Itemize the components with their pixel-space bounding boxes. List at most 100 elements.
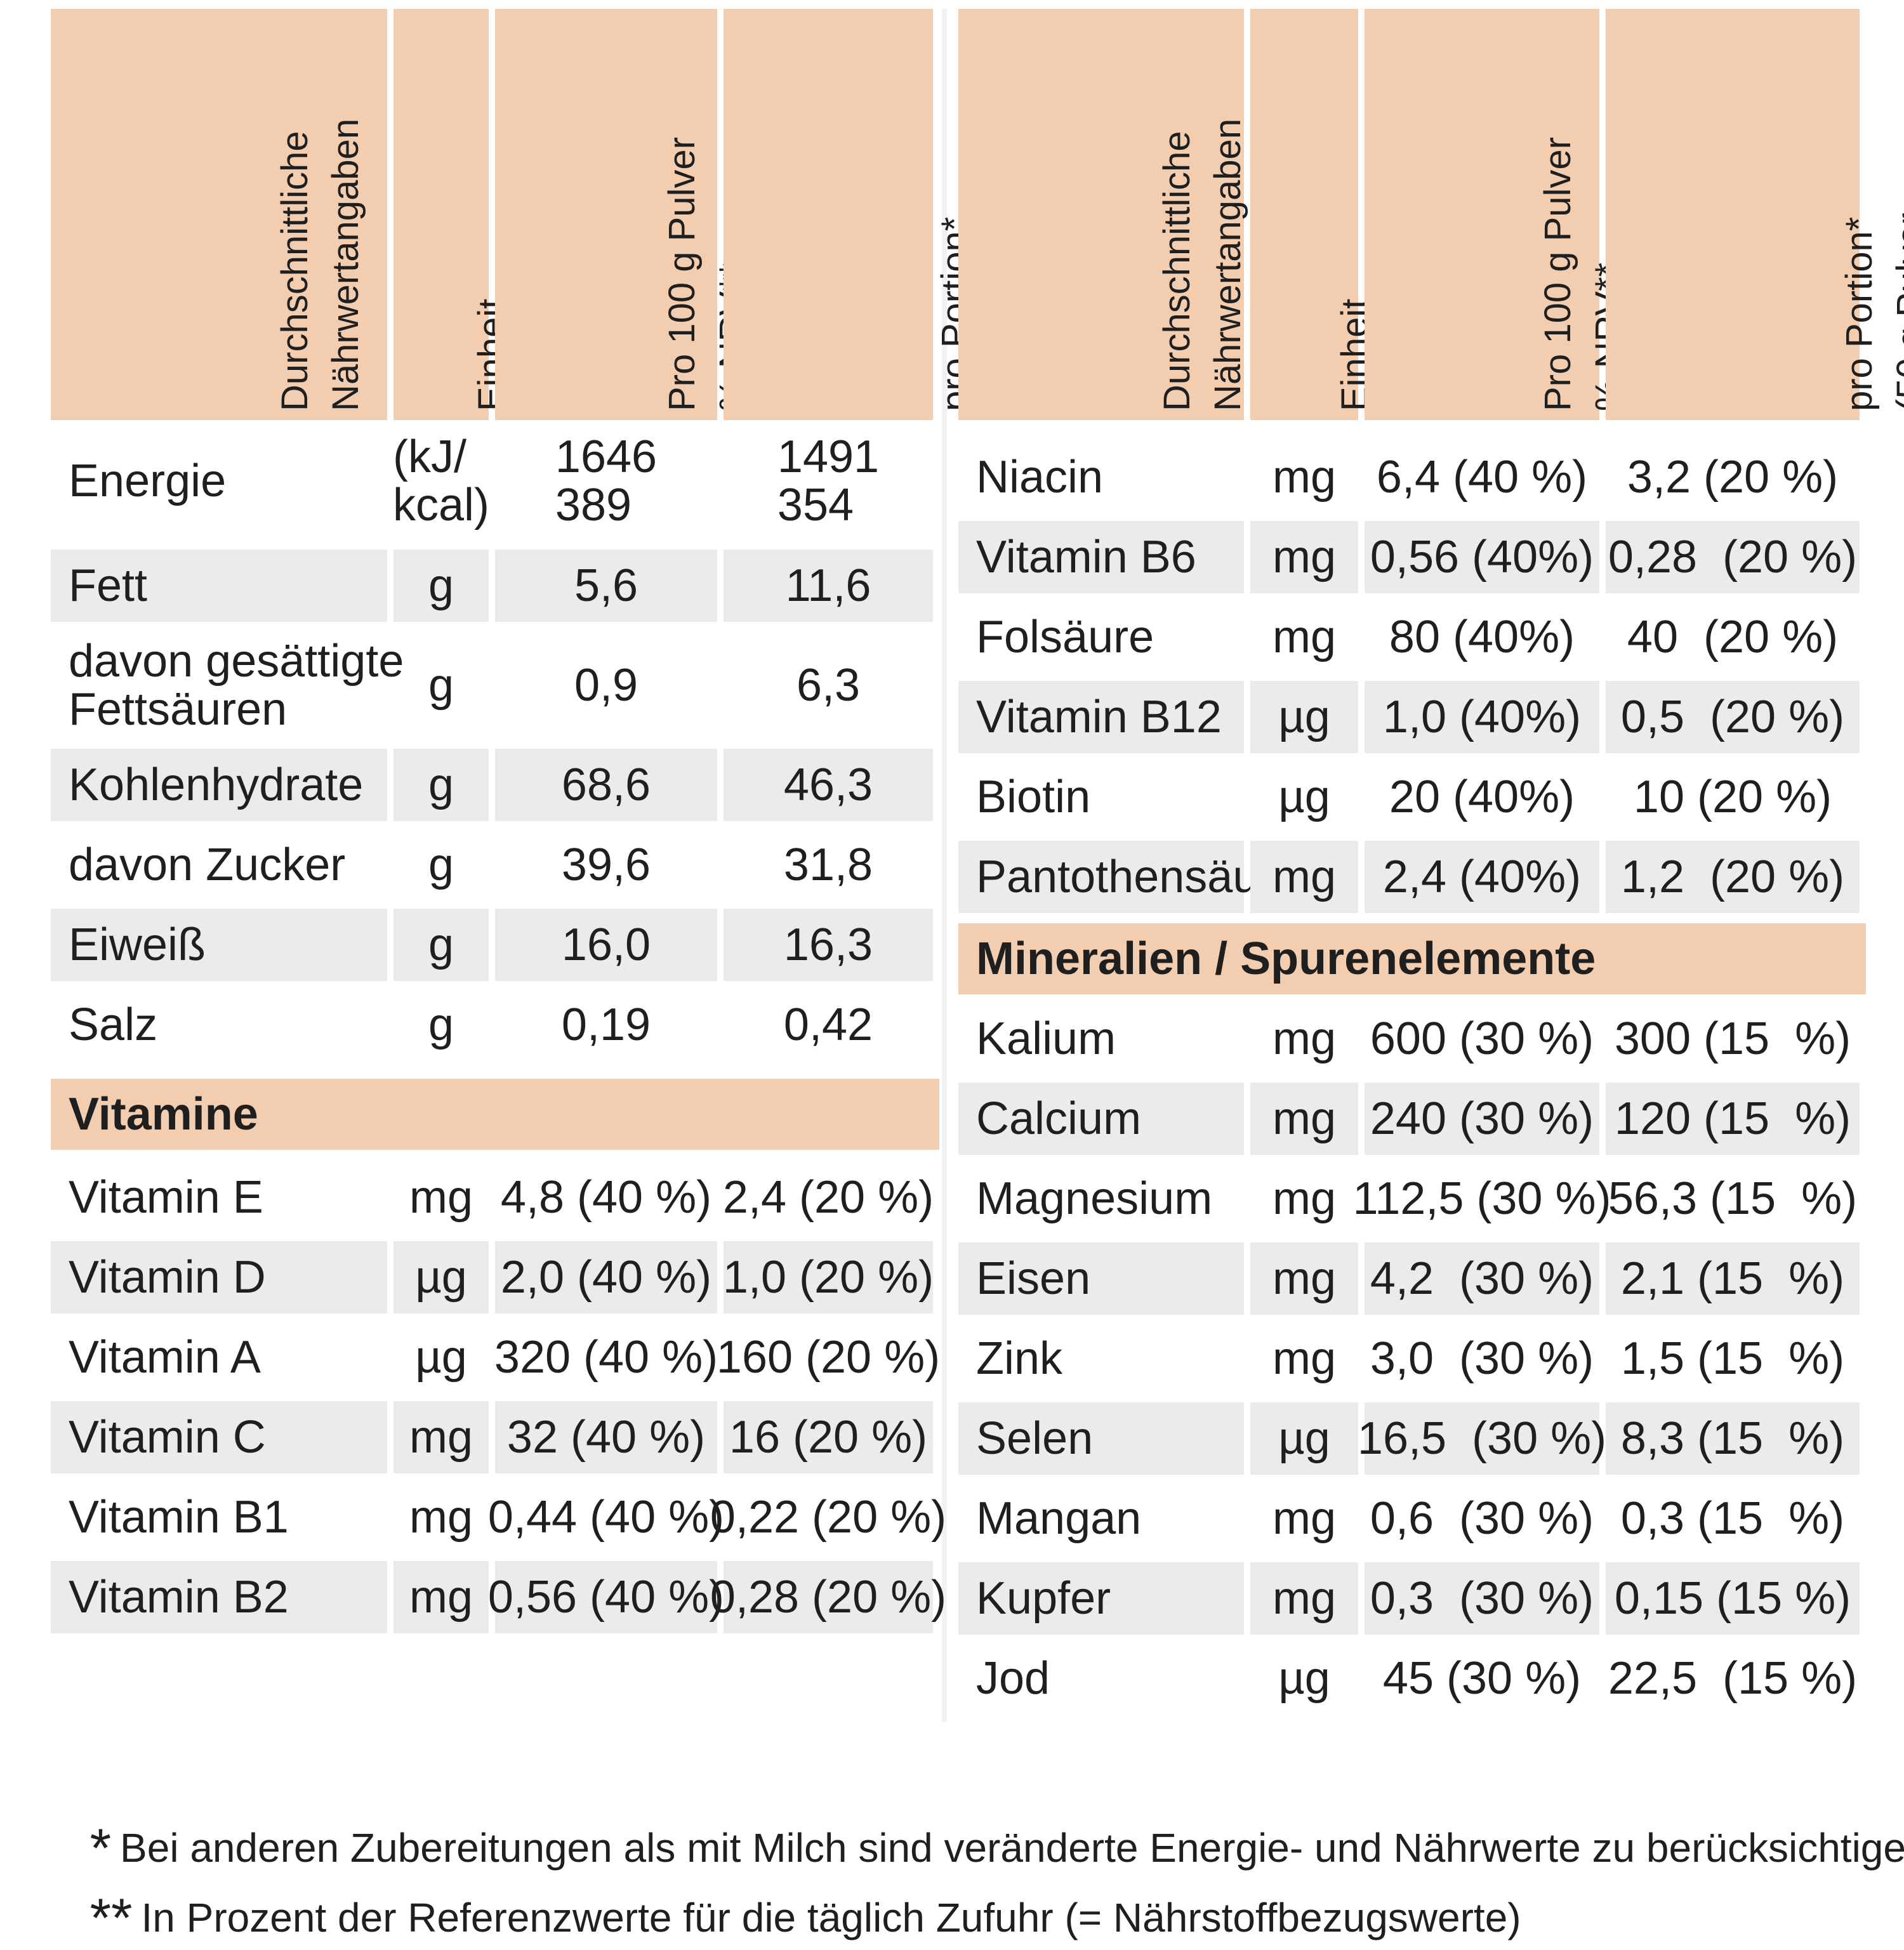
footnote-1: * Bei anderen Zubereitungen als mit Milch… [67, 1770, 1904, 1880]
unit: mg [1272, 1013, 1337, 1064]
per-portion-value: 300 (15 %) [1614, 1013, 1851, 1064]
per-100g-value: 0,6 (30 %) [1370, 1493, 1594, 1544]
per-portion-value: 2,1 (15 %) [1606, 1242, 1860, 1315]
per-100g-value: 80 (40%) [1389, 612, 1575, 662]
unit: mg [1250, 1562, 1358, 1635]
unit: g [428, 840, 454, 890]
unit: g [393, 909, 489, 981]
nutrient-name: Vitamin E [69, 1172, 263, 1223]
nutrient-name: Jod [976, 1653, 1050, 1704]
nutrient-name: Vitamin B12 [958, 681, 1244, 753]
nutrient-name: Niacin [976, 452, 1104, 503]
nutrient-name: Vitamin B6 [958, 521, 1244, 593]
left-header-col-1: Durchschnittliche Nährwertangaben [51, 9, 387, 420]
nutrient-name: Pantothensäure [958, 841, 1299, 913]
per-100g-value: 5,6 [495, 550, 717, 622]
unit: g [393, 749, 489, 821]
mineral-row: Jod µg 45 (30 %) 22,5 (15 %) [958, 1642, 1866, 1715]
vitamin-row: Vitamin B2 mg 0,56 (40 %) 0,28 (20 %) [51, 1561, 946, 1633]
per-portion-value: 22,5 (15 %) [1608, 1653, 1858, 1704]
footnote-2: ** In Prozent der Referenzwerte für die t… [67, 1840, 1521, 1950]
per-100g-value: 0,19 [561, 999, 651, 1050]
nutrient-name: Eiweiß [51, 909, 387, 981]
unit: mg [393, 1561, 489, 1633]
per-100g-value: 3,0 (30 %) [1370, 1333, 1594, 1384]
nutrient-name: Vitamin A [69, 1332, 261, 1383]
right-header-label-4: pro Portion* (50 g Pulver + 250 ml 3,5% … [1839, 213, 1904, 411]
per-100g-value: 0,56 (40%) [1365, 521, 1599, 593]
unit: µg [1250, 1402, 1358, 1475]
per-portion-value: 10 (20 %) [1633, 772, 1832, 822]
nutrient-name: Kohlenhydrate [51, 749, 387, 821]
nutrient-name: davon gesättigte Fettsäuren [69, 636, 404, 735]
per-portion-value: 2,4 (20 %) [722, 1172, 934, 1223]
footnote-1-text: Bei anderen Zubereitungen als mit Milch … [120, 1825, 1904, 1871]
nutrient-name: Salz [69, 999, 158, 1050]
mineral-row: Calcium mg 240 (30 %) 120 (15 %) [958, 1083, 1866, 1155]
per-portion-value: 46,3 [724, 749, 933, 821]
per-100g-value: 112,5 (30 %) [1352, 1173, 1611, 1224]
per-portion-value: 31,8 [783, 840, 873, 890]
per-portion-value: 8,3 (15 %) [1606, 1402, 1860, 1475]
per-100g-value: 1646 389 [555, 432, 658, 530]
mineral-row: Zink mg 3,0 (30 %) 1,5 (15 %) [958, 1322, 1866, 1395]
left-header-label-1: Durchschnittliche Nährwertangaben [274, 118, 366, 411]
nutrition-row: davon Zucker g 39,6 31,8 [51, 829, 939, 901]
per-100g-value: 16,0 [495, 909, 717, 981]
per-portion-value: 0,42 [783, 999, 873, 1050]
section-mineralien: Mineralien / Spurenelemente [958, 923, 1866, 994]
nutrient-name: davon Zucker [69, 840, 346, 890]
mineral-row: Kalium mg 600 (30 %) 300 (15 %) [958, 1003, 1866, 1075]
per-portion-value: 1,5 (15 %) [1620, 1333, 1845, 1384]
per-100g-value: 1,0 (40%) [1365, 681, 1599, 753]
per-100g-value: 20 (40%) [1389, 772, 1575, 822]
per-portion-value: 40 (20 %) [1627, 612, 1839, 662]
mineral-row: Magnesium mg 112,5 (30 %) 56,3 (15 %) [958, 1163, 1866, 1235]
nutrient-name: Vitamin B1 [69, 1492, 289, 1543]
right-header-label-1: Durchschnittliche Nährwertangaben [1156, 118, 1248, 411]
unit: g [428, 660, 454, 711]
vitamin-row: Folsäure mg 80 (40%) 40 (20 %) [958, 601, 1866, 673]
per-100g-value: 320 (40 %) [494, 1332, 718, 1383]
section-vitamine: Vitamine [51, 1079, 939, 1150]
per-100g-value: 0,56 (40 %) [488, 1561, 724, 1633]
unit: mg [1250, 521, 1358, 593]
nutrient-name: Calcium [958, 1083, 1244, 1155]
per-100g-value: 16,5 (30 %) [1358, 1402, 1606, 1475]
footnote-2-mark: ** [89, 1888, 133, 1949]
unit: g [393, 550, 489, 622]
per-100g-value: 4,8 (40 %) [500, 1172, 712, 1223]
unit: mg [409, 1492, 473, 1543]
per-100g-value: 45 (30 %) [1382, 1653, 1582, 1704]
vitamin-row: Niacin mg 6,4 (40 %) 3,2 (20 %) [958, 441, 1866, 513]
per-portion-value: 16,3 [724, 909, 933, 981]
per-portion-value: 1491 354 [777, 432, 880, 530]
nutrient-name: Eisen [958, 1242, 1244, 1315]
unit: mg [1272, 1493, 1337, 1544]
vitamin-row: Pantothensäure mg 2,4 (40%) 1,2 (20 %) [958, 841, 1866, 913]
per-100g-value: 0,9 [574, 660, 638, 711]
unit: µg [393, 1241, 489, 1314]
nutrient-name: Vitamin B2 [51, 1561, 387, 1633]
right-header-row: Durchschnittliche Nährwertangaben Einheit… [958, 9, 1904, 420]
per-100g-value: 2,0 (40 %) [495, 1241, 717, 1314]
right-header-col-4: pro Portion* (50 g Pulver + 250 ml 3,5% … [1606, 9, 1904, 420]
nutrient-name: Vitamin C [51, 1401, 387, 1473]
left-header-col-3: Pro 100 g Pulver % NRV** [495, 9, 753, 420]
vitamin-row: Vitamin B12 µg 1,0 (40%) 0,5 (20 %) [958, 681, 1866, 753]
unit: mg [1272, 452, 1337, 503]
footnote-1-mark: * [89, 1818, 112, 1879]
per-100g-value: 0,3 (30 %) [1365, 1562, 1599, 1635]
nutrition-row: Salz g 0,19 0,42 [51, 989, 939, 1061]
right-header-col-2: Einheit [1250, 9, 1375, 420]
mineral-row: Kupfer mg 0,3 (30 %) 0,15 (15 %) [958, 1562, 1866, 1635]
vitamin-row: Biotin µg 20 (40%) 10 (20 %) [958, 761, 1866, 833]
mineral-row: Eisen mg 4,2 (30 %) 2,1 (15 %) [958, 1242, 1866, 1315]
unit: mg [409, 1172, 473, 1223]
nutrition-row: Fett g 5,6 11,6 [51, 550, 939, 622]
nutrient-name: Biotin [976, 772, 1091, 822]
per-portion-value: 0,28 (20 %) [1606, 521, 1860, 593]
per-100g-value: 4,2 (30 %) [1365, 1242, 1599, 1315]
